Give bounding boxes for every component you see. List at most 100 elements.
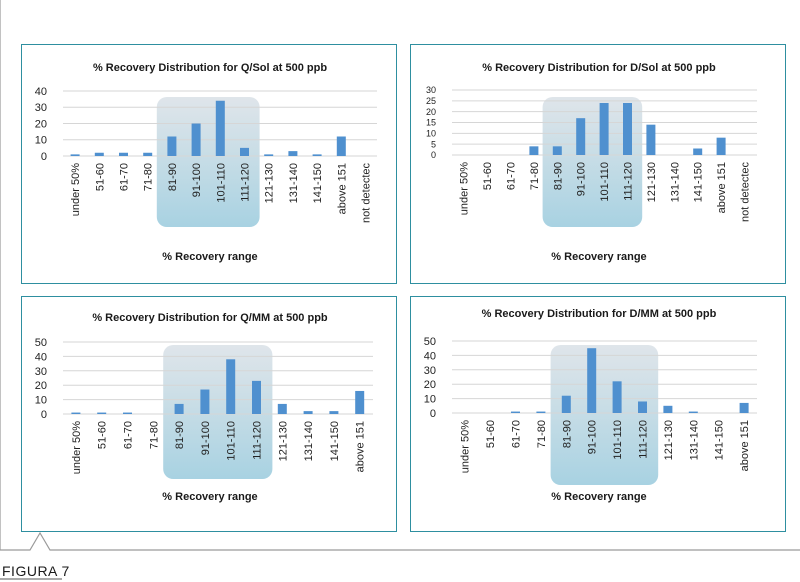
y-tick-label: 0 (41, 409, 47, 421)
figure-caption: FIGURA 7 (2, 563, 70, 579)
chart-panel-d-sol: 0 5 10 15 20 25 30 under 50% 51-60 61-70 71-80 81-9… (410, 44, 786, 284)
x-tick-label: 131-140 (288, 163, 300, 203)
x-tick-label: 91-100 (191, 163, 203, 197)
y-tick-label: 20 (424, 379, 436, 391)
highlight-region (163, 345, 273, 479)
x-tick-label: 121-130 (277, 421, 289, 461)
x-tick-label: 111-120 (252, 421, 264, 460)
x-tick-label: 61-70 (119, 163, 131, 191)
bar (612, 381, 622, 413)
x-axis-label: % Recovery range (551, 251, 646, 263)
x-tick-label: 131-140 (303, 421, 315, 461)
x-tick-label: under 50% (459, 162, 471, 215)
x-tick-label: 71-80 (529, 162, 541, 190)
y-tick-label: 40 (35, 351, 47, 363)
x-tick-label: 111-120 (240, 163, 252, 202)
x-tick-label: 51-60 (97, 421, 109, 449)
bar (303, 411, 313, 414)
bar (688, 411, 698, 413)
bar (167, 136, 177, 156)
x-tick-label: 71-80 (148, 421, 160, 449)
bar (215, 100, 225, 156)
x-tick-label: not detectec (740, 162, 752, 222)
x-tick-label: above 151 (739, 420, 751, 471)
x-tick-label: 51-60 (482, 162, 494, 190)
x-tick-label: 91-100 (576, 162, 588, 196)
bar (264, 154, 274, 156)
x-tick-label: 141-150 (714, 420, 726, 460)
x-tick-label: 81-90 (552, 162, 564, 190)
bar (191, 123, 201, 156)
x-tick-label: 61-70 (511, 420, 523, 448)
x-tick-label: 81-90 (167, 163, 179, 191)
x-tick-label: 91-100 (587, 420, 599, 454)
bar (576, 118, 586, 155)
bar (355, 390, 365, 414)
y-tick-label: 10 (35, 395, 47, 407)
x-tick-label: 141-150 (693, 162, 705, 202)
y-tick-label: 40 (424, 350, 436, 362)
y-tick-label: 50 (424, 336, 436, 348)
y-tick-label: 20 (426, 107, 436, 117)
bar (70, 154, 80, 156)
bar (646, 124, 656, 155)
y-tick-label: 0 (41, 151, 47, 163)
x-tick-label: 61-70 (123, 421, 135, 449)
x-tick-label: 121-130 (646, 162, 658, 202)
bar (288, 151, 298, 156)
bar (336, 136, 346, 156)
x-axis-label: % Recovery range (551, 491, 646, 503)
highlight-region (550, 345, 659, 485)
x-tick-label: under 50% (70, 163, 82, 216)
y-tick-label: 15 (426, 118, 436, 128)
bar (252, 380, 261, 414)
bar (240, 147, 249, 156)
x-tick-label: 121-130 (663, 420, 675, 460)
y-tick-label: 30 (35, 102, 47, 114)
y-tick-label: 30 (426, 85, 436, 95)
bar (739, 402, 749, 413)
x-tick-label: 121-130 (264, 163, 276, 203)
bar (663, 405, 673, 413)
chart-panel-d-mm: 0 10 20 30 40 50 under 50% 51-60 61-70 71-80 81-90… (410, 296, 786, 532)
bar (536, 411, 546, 413)
x-tick-label: 101-110 (215, 163, 227, 203)
bar (561, 395, 571, 413)
x-tick-label: 101-110 (599, 162, 611, 202)
x-tick-label: 111-120 (623, 162, 635, 201)
bar (638, 401, 647, 413)
x-tick-label: 141-150 (312, 163, 324, 203)
x-tick-label: 81-90 (561, 420, 573, 448)
x-tick-label: 91-100 (200, 421, 212, 455)
y-tick-label: 25 (426, 96, 436, 106)
chart-title: % Recovery Distribution for Q/MM at 500 … (92, 312, 328, 324)
x-tick-label: not detectec (361, 163, 373, 223)
bar (94, 152, 104, 156)
chart-q-sol: 0 10 20 30 40 under 50% 51-60 61-70 71-80 81-90 91… (35, 62, 377, 263)
x-tick-label: 111-120 (638, 420, 650, 459)
y-tick-label: 50 (35, 337, 47, 349)
x-tick-label: 101-110 (226, 421, 238, 461)
x-tick-label: 141-150 (329, 421, 341, 461)
x-tick-label: 71-80 (143, 163, 155, 191)
y-tick-label: 10 (35, 135, 47, 147)
x-tick-label: above 151 (336, 163, 348, 214)
y-tick-label: 10 (424, 394, 436, 406)
bar (200, 389, 210, 414)
y-tick-label: 10 (426, 129, 436, 139)
x-tick-label: 51-60 (94, 163, 106, 191)
chart-d-mm: 0 10 20 30 40 50 under 50% 51-60 61-70 71-80 81-90… (424, 308, 757, 503)
x-tick-label: above 151 (716, 162, 728, 213)
chart-panel-q-mm: 0 10 20 30 40 50 under 50% 51-60 61-70 71-80 81-90… (21, 296, 397, 532)
x-tick-label: 131-140 (688, 420, 700, 460)
bar (174, 403, 184, 414)
bar (123, 412, 132, 414)
x-axis-label: % Recovery range (162, 251, 257, 263)
bar (587, 348, 597, 413)
y-tick-label: 20 (35, 118, 47, 130)
chart-title: % Recovery Distribution for D/Sol at 500… (482, 62, 716, 74)
x-tick-label: 101-110 (612, 420, 624, 460)
bar (277, 403, 287, 414)
